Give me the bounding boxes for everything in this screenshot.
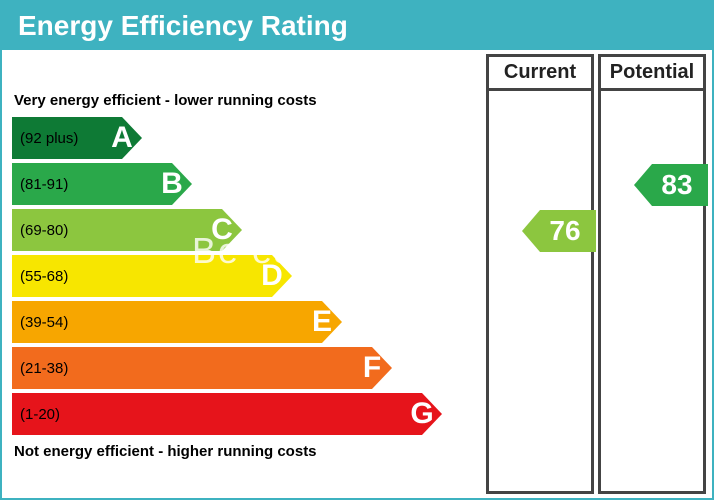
epc-container: Energy Efficiency Rating Current Potenti… xyxy=(0,0,714,500)
band-range-C: (69-80) xyxy=(20,222,68,239)
current-header: Current xyxy=(489,57,591,91)
chart-body: Current Potential Very energy efficient … xyxy=(2,50,712,500)
potential-header: Potential xyxy=(601,57,703,91)
band-range-E: (39-54) xyxy=(20,314,68,331)
band-D: (55-68) D xyxy=(12,255,472,297)
band-letter-D: D xyxy=(254,255,290,297)
band-range-G: (1-20) xyxy=(20,406,60,423)
band-range-F: (21-38) xyxy=(20,360,68,377)
title-bar: Energy Efficiency Rating xyxy=(2,2,712,50)
band-letter-G: G xyxy=(404,393,440,435)
potential-value: 83 xyxy=(652,164,708,206)
band-range-A: (92 plus) xyxy=(20,130,78,147)
title-text: Energy Efficiency Rating xyxy=(18,10,348,41)
bands: (92 plus)A(81-91)B(69-80)C(55-68)D(39-54… xyxy=(12,117,472,435)
current-pointer: 76 xyxy=(522,210,596,252)
current-value: 76 xyxy=(540,210,596,252)
note-top: Very energy efficient - lower running co… xyxy=(14,92,472,109)
potential-pointer: 83 xyxy=(634,164,708,206)
band-F: (21-38) F xyxy=(12,347,472,389)
band-B: (81-91) B xyxy=(12,163,472,205)
columns-area: Current Potential xyxy=(486,54,706,494)
band-C: (69-80) C xyxy=(12,209,472,251)
chart-area: Very energy efficient - lower running co… xyxy=(12,88,472,468)
note-bottom: Not energy efficient - higher running co… xyxy=(14,443,472,460)
band-letter-C: C xyxy=(204,209,240,251)
band-letter-F: F xyxy=(354,347,390,389)
potential-column: Potential xyxy=(598,54,706,494)
band-letter-E: E xyxy=(304,301,340,343)
band-E: (39-54) E xyxy=(12,301,472,343)
band-range-D: (55-68) xyxy=(20,268,68,285)
band-letter-A: A xyxy=(104,117,140,159)
band-A: (92 plus) A xyxy=(12,117,472,159)
band-range-B: (81-91) xyxy=(20,176,68,193)
band-letter-B: B xyxy=(154,163,190,205)
current-column: Current xyxy=(486,54,594,494)
band-G: (1-20) G xyxy=(12,393,472,435)
